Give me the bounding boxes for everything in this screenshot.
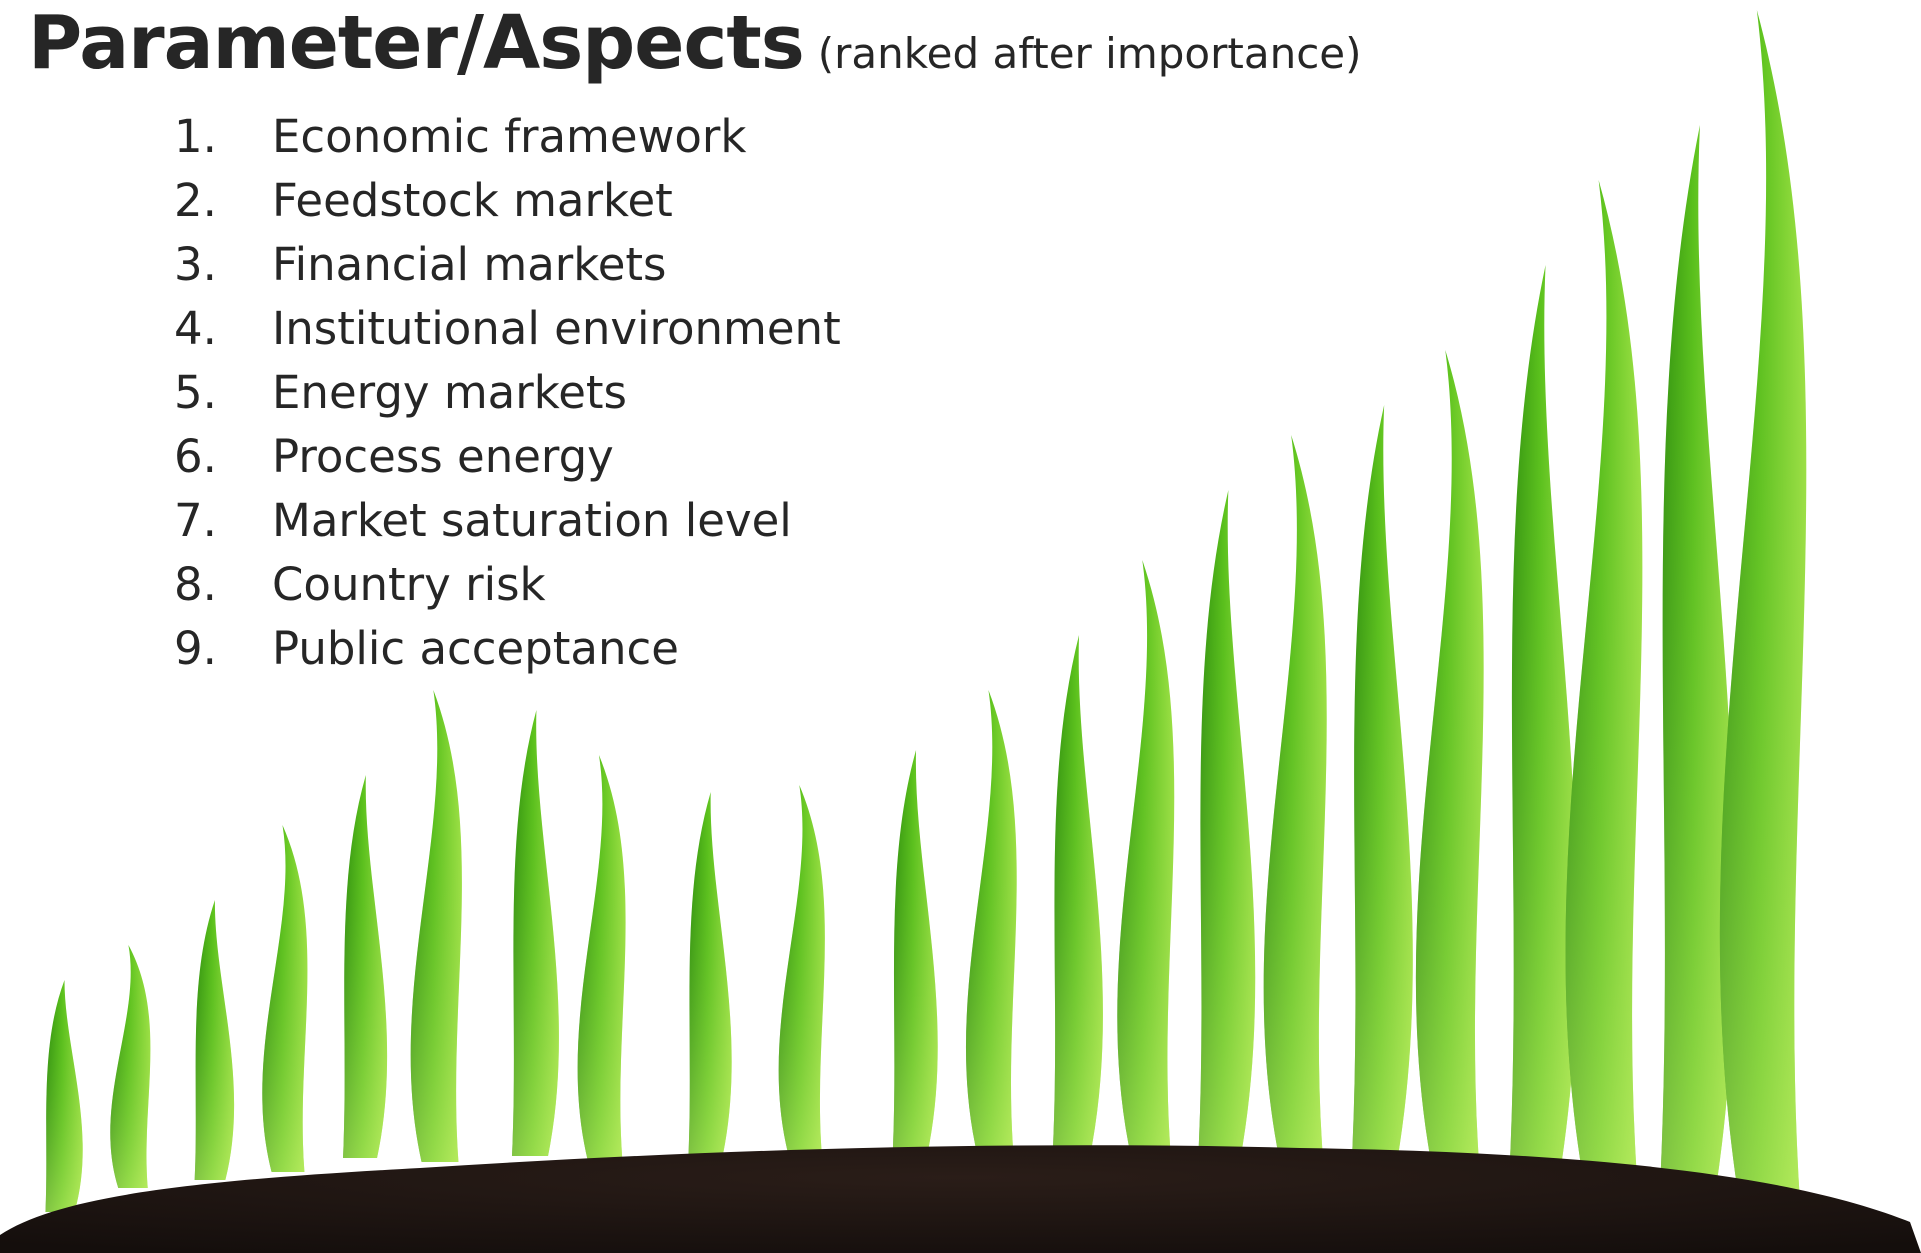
- sprout-leaf-highlight: [194, 900, 235, 1180]
- sprout-leaf-highlight: [410, 690, 462, 1162]
- list-item-label: Energy markets: [272, 365, 627, 419]
- page-title: Parameter/Aspects (ranked after importanc…: [28, 0, 1362, 86]
- sprout-leaf-highlight: [1509, 265, 1578, 1170]
- list-item-label: Financial markets: [272, 237, 667, 291]
- list-item-number: 2.: [174, 173, 217, 227]
- sprout-leaf-highlight: [342, 775, 388, 1158]
- list-item-number: 9.: [174, 621, 217, 675]
- sprout-leaf-highlight: [1719, 10, 1807, 1205]
- list-item: 4. Institutional environment: [174, 296, 841, 360]
- list-item: 1. Economic framework: [174, 104, 841, 168]
- list-item-label: Country risk: [272, 557, 546, 611]
- list-item-number: 8.: [174, 557, 217, 611]
- ranked-list: 1. Economic framework 2. Feedstock marke…: [174, 104, 841, 680]
- sprout-leaf-highlight: [262, 825, 308, 1172]
- sprout-leaf-highlight: [1052, 635, 1103, 1150]
- list-item: 2. Feedstock market: [174, 168, 841, 232]
- sprout-leaf-highlight: [511, 710, 559, 1156]
- sprout-leaf-highlight: [1198, 490, 1256, 1152]
- sprout-leaf-highlight: [110, 945, 151, 1188]
- list-item: 3. Financial markets: [174, 232, 841, 296]
- list-item-number: 7.: [174, 493, 217, 547]
- title-subtitle: (ranked after importance): [817, 29, 1362, 78]
- sprout-leaf-highlight: [1415, 350, 1484, 1162]
- sprout-leaf-highlight: [1565, 180, 1643, 1178]
- sprout-leaf-highlight: [892, 750, 938, 1154]
- list-item-label: Institutional environment: [272, 301, 841, 355]
- sprout-leaf-highlight: [688, 792, 732, 1160]
- soil-mound: [0, 1145, 1921, 1253]
- list-item-number: 4.: [174, 301, 217, 355]
- list-item-label: Public acceptance: [272, 621, 679, 675]
- list-item-number: 3.: [174, 237, 217, 291]
- sprout-leaf-highlight: [965, 690, 1017, 1152]
- list-item: 9. Public acceptance: [174, 616, 841, 680]
- title-main: Parameter/Aspects: [28, 0, 805, 86]
- sprout-leaf-highlight: [1117, 560, 1175, 1150]
- list-item: 7. Market saturation level: [174, 488, 841, 552]
- list-item: 6. Process energy: [174, 424, 841, 488]
- sprout-leaf-highlight: [1659, 125, 1735, 1188]
- sprout-leaf-highlight: [1263, 435, 1327, 1150]
- sprout-leaf-highlight: [778, 785, 825, 1154]
- list-item-label: Process energy: [272, 429, 614, 483]
- list-item: 5. Energy markets: [174, 360, 841, 424]
- sprout-leaf-highlight: [577, 755, 626, 1160]
- list-item-label: Economic framework: [272, 109, 747, 163]
- list-item-label: Market saturation level: [272, 493, 792, 547]
- sprouts-group: [45, 10, 1807, 1212]
- list-item-number: 6.: [174, 429, 217, 483]
- list-item-number: 1.: [174, 109, 217, 163]
- sprout-leaf-highlight: [45, 980, 83, 1212]
- list-item-number: 5.: [174, 365, 217, 419]
- list-item: 8. Country risk: [174, 552, 841, 616]
- list-item-label: Feedstock market: [272, 173, 673, 227]
- sprout-leaf-highlight: [1352, 405, 1413, 1156]
